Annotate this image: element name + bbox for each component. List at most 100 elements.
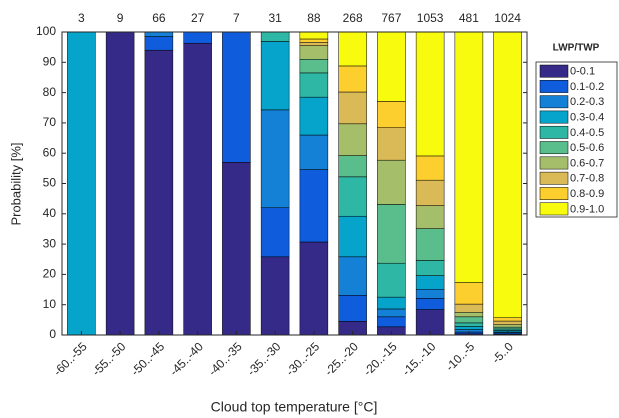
legend-label: 0-0.1 [570, 66, 595, 78]
x-tick-label: -20..-15 [361, 339, 400, 378]
y-tick-label: 40 [43, 206, 57, 220]
legend-label: 0.1-0.2 [570, 81, 604, 93]
x-tick-label: -60..-55 [51, 339, 90, 378]
bar-count-label: 66 [152, 11, 166, 25]
bar-count-label: 3 [78, 11, 85, 25]
y-tick-label: 10 [43, 297, 57, 311]
bar-segment [493, 31, 522, 318]
legend-label: 0.9-1.0 [570, 203, 604, 215]
legend-swatch [539, 141, 569, 155]
y-tick-label: 70 [43, 115, 57, 129]
bar-segment [299, 96, 329, 136]
y-axis-label: Probability [%] [8, 142, 23, 225]
y-tick-label: 0 [49, 327, 56, 341]
bar-segment [454, 322, 484, 327]
bar-segment [338, 155, 367, 178]
bar-segment [299, 31, 329, 40]
legend-swatch [539, 110, 569, 124]
x-tick-label: -50..-45 [128, 339, 167, 378]
bar-segment [377, 31, 406, 102]
legend-swatch [539, 156, 569, 170]
x-tick-label: -30..-25 [283, 339, 322, 378]
bar-count-label: 1053 [417, 11, 444, 25]
bar-segment [493, 320, 522, 325]
bar-count-label: 268 [343, 11, 363, 25]
legend-swatch [539, 125, 569, 139]
bar-segment [377, 262, 406, 298]
bar-segment [338, 295, 367, 322]
bar-segment [377, 296, 406, 310]
bar-segment [377, 101, 406, 128]
legend-swatch [539, 187, 569, 200]
x-tick-label: -40..-35 [206, 339, 245, 378]
bar-segment [260, 256, 290, 336]
bar-segment [415, 309, 445, 336]
bar-segment [493, 326, 522, 330]
bar-segment [299, 59, 329, 74]
bar-segment [299, 169, 329, 243]
x-tick-label: -5..0 [489, 339, 516, 366]
bar-count-label: 88 [307, 11, 321, 25]
bar-segment [377, 159, 406, 205]
legend-label: 0.2-0.3 [570, 96, 604, 108]
bar-segment [415, 288, 445, 299]
bar-count-label: 7 [233, 11, 240, 25]
y-tick-label: 60 [43, 145, 57, 159]
x-axis-label: Cloud top temperature [°C] [211, 399, 378, 415]
bar-segment [260, 31, 290, 42]
bar-segment [183, 31, 212, 44]
bar-segment [299, 241, 329, 336]
x-tick-label: -10..-5 [443, 339, 478, 374]
bar-segment [338, 256, 367, 296]
bar-segment [415, 260, 445, 276]
y-tick-label: 80 [43, 85, 57, 99]
bar-count-label: 31 [268, 11, 282, 25]
y-tick-label: 20 [43, 267, 57, 281]
bar-segment [454, 316, 484, 324]
bar-segment [454, 312, 484, 318]
bar-segment [415, 155, 445, 181]
bar-segment [183, 42, 212, 336]
bar-segment [377, 316, 406, 328]
legend-label: 0.3-0.4 [570, 111, 604, 123]
bar-segment [144, 36, 174, 51]
bar-segment [493, 317, 522, 322]
bar-segment [338, 176, 367, 217]
plot-frame [61, 31, 528, 336]
x-tick-label: -25..-20 [322, 339, 361, 378]
bar-count-label: 1024 [494, 11, 521, 25]
bar-segment [105, 31, 135, 336]
bar-count-label: 27 [191, 11, 205, 25]
x-tick-label: -35..-30 [244, 339, 283, 378]
legend-swatch [539, 64, 569, 78]
bar-segment [377, 127, 406, 161]
bar-segment [144, 49, 174, 336]
bar-segment [299, 45, 329, 60]
bar-segment [454, 31, 484, 283]
bar-segment [377, 308, 406, 318]
bar-segment [260, 109, 290, 208]
bar-segment [415, 298, 445, 310]
x-tick-label: -15..-10 [399, 339, 438, 378]
bar-segment [338, 31, 367, 67]
x-tick-label: -55..-50 [89, 339, 128, 378]
bar-segment [222, 162, 251, 336]
bar-segment [377, 204, 406, 264]
bar-segment [67, 31, 96, 336]
legend-label: 0.7-0.8 [570, 173, 604, 185]
y-tick-label: 90 [43, 54, 57, 68]
y-tick-label: 100 [36, 24, 56, 38]
bar-segment [415, 31, 445, 157]
legend-label: 0.5-0.6 [570, 142, 604, 154]
bar-segment [299, 42, 329, 46]
legend-label: 0.6-0.7 [570, 157, 604, 169]
bar-segment [299, 72, 329, 98]
bar-count-label: 767 [381, 11, 401, 25]
bar-segment [454, 326, 484, 330]
legend-swatch [539, 202, 569, 216]
bar-segment [415, 275, 445, 290]
legend-title: LWP/TWP [553, 43, 600, 54]
bar-segment [415, 228, 445, 261]
bar-segment [454, 303, 484, 313]
